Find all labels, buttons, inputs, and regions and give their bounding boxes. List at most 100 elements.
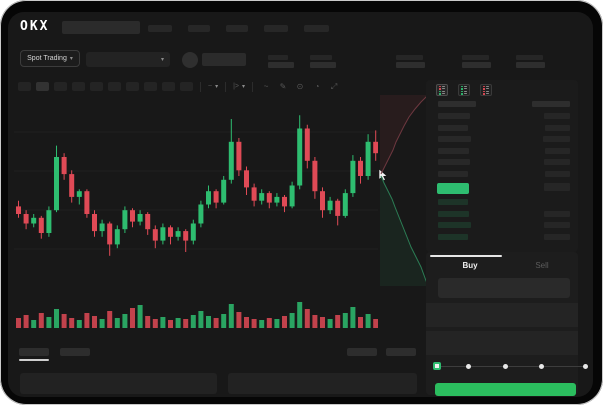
market-type-selector[interactable]: Spot Trading ▾ bbox=[20, 50, 80, 67]
bottom-action-1[interactable] bbox=[347, 348, 377, 356]
volume-chart[interactable] bbox=[14, 294, 378, 332]
active-tab-indicator bbox=[430, 255, 502, 257]
bottom-tab-history[interactable] bbox=[60, 348, 90, 356]
nav-item[interactable] bbox=[148, 25, 172, 32]
toggle-color-bar bbox=[483, 88, 485, 90]
fullscreen-icon[interactable]: ⤢ bbox=[330, 82, 338, 91]
total-input[interactable] bbox=[426, 331, 578, 355]
ask-price-placeholder[interactable] bbox=[438, 124, 468, 131]
interval-button[interactable] bbox=[108, 82, 121, 91]
interval-button[interactable] bbox=[144, 82, 157, 91]
interval-button[interactable] bbox=[90, 82, 103, 91]
nav-item[interactable] bbox=[226, 25, 248, 32]
toolbar-divider bbox=[225, 81, 227, 92]
orderbook-header-left bbox=[438, 101, 476, 107]
ticker-stat bbox=[516, 55, 545, 68]
wave-tool-icon[interactable]: ~ bbox=[263, 82, 269, 91]
toggle-color-bar bbox=[439, 93, 441, 95]
okx-logo: OKX bbox=[20, 19, 50, 34]
ask-amount-placeholder[interactable] bbox=[544, 113, 570, 119]
slider-stop-dot[interactable] bbox=[538, 364, 544, 369]
tab-sell[interactable]: Sell bbox=[535, 261, 549, 270]
bid-amount-placeholder[interactable] bbox=[544, 210, 570, 217]
bottom-tab-orders[interactable] bbox=[19, 348, 49, 356]
interval-button[interactable] bbox=[36, 82, 49, 91]
ticker-stat bbox=[462, 55, 491, 68]
ask-amount-placeholder[interactable] bbox=[543, 136, 570, 143]
candlestick-chart[interactable] bbox=[14, 100, 378, 290]
percent-slider-handle[interactable] bbox=[433, 362, 441, 370]
amount-input[interactable] bbox=[426, 303, 578, 327]
stat-value-placeholder bbox=[462, 62, 491, 68]
toggle-row bbox=[483, 90, 489, 92]
interval-button[interactable] bbox=[18, 82, 31, 91]
interval-button[interactable] bbox=[162, 82, 175, 91]
toggle-color-bar bbox=[439, 85, 441, 87]
toggle-line bbox=[485, 90, 489, 92]
buy-submit-button[interactable] bbox=[435, 383, 576, 396]
slider-stop-dot[interactable] bbox=[582, 364, 588, 369]
last-price-amount-placeholder bbox=[544, 185, 570, 191]
ask-amount-placeholder[interactable] bbox=[545, 147, 570, 154]
stat-label-placeholder bbox=[268, 55, 288, 60]
price-input[interactable] bbox=[438, 278, 570, 298]
ticker-stat bbox=[310, 55, 336, 68]
ask-price-placeholder[interactable] bbox=[438, 136, 471, 143]
display-dropdown-glyph: |> bbox=[233, 83, 240, 90]
ask-price-placeholder[interactable] bbox=[438, 113, 470, 119]
ask-amount-placeholder[interactable] bbox=[545, 171, 570, 177]
orderbook-view-asks-icon[interactable] bbox=[480, 84, 492, 96]
bottom-action-2[interactable] bbox=[386, 348, 416, 356]
ask-amount-placeholder[interactable] bbox=[544, 159, 570, 166]
bid-price-placeholder[interactable] bbox=[438, 222, 471, 229]
toggle-line bbox=[441, 88, 445, 90]
toggle-line bbox=[463, 90, 467, 92]
orderbook-view-bids-icon[interactable] bbox=[458, 84, 470, 96]
last-price-bar[interactable] bbox=[437, 183, 469, 194]
pair-selector[interactable]: ▾ bbox=[86, 52, 170, 67]
stat-label-placeholder bbox=[310, 55, 332, 60]
toggle-line bbox=[463, 85, 467, 87]
bid-price-placeholder[interactable] bbox=[438, 210, 469, 217]
slider-stop-dot[interactable] bbox=[502, 364, 508, 369]
bid-amount-placeholder[interactable] bbox=[544, 233, 570, 240]
interval-button[interactable] bbox=[72, 82, 85, 91]
toggle-row bbox=[483, 88, 489, 90]
indicators-dropdown[interactable]: ~ ▾ bbox=[208, 83, 218, 90]
percent-slider-track[interactable] bbox=[437, 366, 585, 367]
stat-label-placeholder bbox=[516, 55, 543, 60]
bid-price-placeholder[interactable] bbox=[438, 199, 468, 205]
search-input[interactable] bbox=[62, 21, 140, 34]
chevron-down-icon: ▾ bbox=[215, 83, 219, 90]
toggle-line bbox=[485, 93, 489, 95]
nav-item[interactable] bbox=[188, 25, 210, 32]
ask-price-placeholder[interactable] bbox=[438, 147, 469, 154]
orderbook-view-combined-icon[interactable] bbox=[436, 84, 448, 96]
history-icon[interactable]: ◔ bbox=[314, 82, 320, 91]
interval-button[interactable] bbox=[126, 82, 139, 91]
bid-price-placeholder[interactable] bbox=[438, 233, 468, 240]
ask-price-placeholder[interactable] bbox=[438, 171, 468, 177]
bottom-panel-right bbox=[228, 373, 417, 394]
bid-amount-placeholder[interactable] bbox=[544, 222, 570, 229]
nav-item[interactable] bbox=[304, 25, 329, 32]
toggle-color-bar bbox=[461, 93, 463, 95]
camera-icon[interactable]: ⊙ bbox=[296, 82, 304, 91]
toggle-line bbox=[463, 88, 467, 90]
interval-button[interactable] bbox=[54, 82, 67, 91]
draw-tool-icon[interactable]: ✎ bbox=[279, 82, 287, 91]
stat-value-placeholder bbox=[516, 62, 545, 68]
display-dropdown[interactable]: |> ▾ bbox=[233, 83, 245, 90]
tab-buy[interactable]: Buy bbox=[462, 261, 478, 270]
ask-price-placeholder[interactable] bbox=[438, 159, 470, 166]
nav-item[interactable] bbox=[264, 25, 288, 32]
ask-amount-placeholder[interactable] bbox=[545, 124, 570, 131]
slider-stop-dot[interactable] bbox=[465, 364, 471, 369]
toggle-row bbox=[483, 93, 489, 95]
toggle-color-bar bbox=[439, 88, 441, 90]
toggle-color-bar bbox=[461, 85, 463, 87]
interval-button[interactable] bbox=[180, 82, 193, 91]
toggle-color-bar bbox=[483, 93, 485, 95]
